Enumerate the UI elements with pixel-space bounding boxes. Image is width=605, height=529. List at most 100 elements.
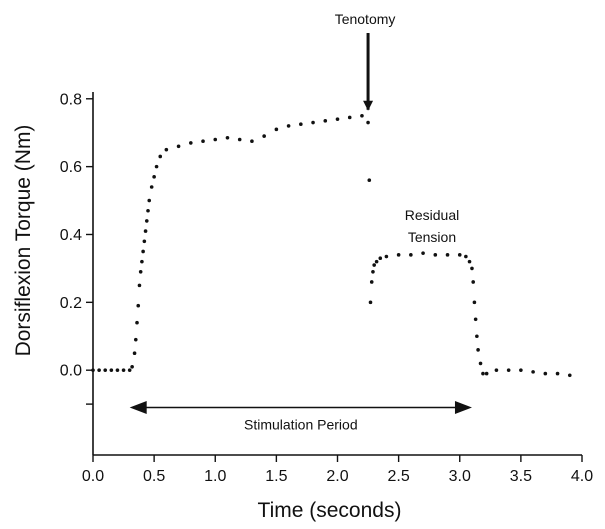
annotations: Tenotomy Residual Tension Stimulation Pe… xyxy=(129,11,472,433)
data-point xyxy=(567,373,572,378)
data-point xyxy=(142,239,147,244)
data-point xyxy=(225,135,230,140)
data-point xyxy=(115,368,120,372)
tenotomy-label: Tenotomy xyxy=(335,11,396,27)
data-point xyxy=(140,259,144,264)
data-point xyxy=(154,164,159,169)
data-point xyxy=(262,134,266,138)
x-tick-label: 1.0 xyxy=(204,468,226,485)
y-tick-label: 0.0 xyxy=(60,363,82,380)
x-ticks: 0.0 0.5 1.0 1.5 2.0 2.5 3.0 3.5 4.0 xyxy=(82,455,593,485)
data-point xyxy=(127,368,132,372)
data-point xyxy=(347,115,352,120)
residual-label-line1: Residual xyxy=(405,207,459,223)
x-tick-label: 0.5 xyxy=(143,468,165,485)
data-point xyxy=(132,351,137,356)
data-point xyxy=(374,259,379,264)
data-point xyxy=(189,141,193,145)
x-tick-label: 2.0 xyxy=(326,468,348,485)
data-point xyxy=(121,368,126,372)
data-point xyxy=(421,251,425,255)
data-point xyxy=(144,219,149,223)
data-point xyxy=(481,371,485,376)
data-point xyxy=(141,249,145,254)
data-point xyxy=(472,300,477,305)
data-point xyxy=(136,303,141,308)
data-point xyxy=(555,371,560,376)
x-axis-label: Time (seconds) xyxy=(258,499,402,522)
data-point xyxy=(158,154,163,159)
stimulation-period-label: Stimulation Period xyxy=(244,417,358,433)
data-point xyxy=(311,120,315,125)
data-point xyxy=(464,254,468,259)
data-point xyxy=(409,253,413,257)
data-point xyxy=(433,253,438,257)
data-point xyxy=(396,253,401,257)
y-tick-label: 0.2 xyxy=(60,295,82,312)
data-point xyxy=(135,320,139,325)
data-point xyxy=(164,147,169,152)
data-point xyxy=(494,368,499,372)
data-point xyxy=(378,256,383,261)
data-point xyxy=(149,185,154,189)
data-point xyxy=(367,178,372,183)
data-point xyxy=(176,144,181,149)
data-point xyxy=(109,368,114,372)
y-tick-label: 0.6 xyxy=(60,159,82,176)
y-tick-label: 0.4 xyxy=(60,227,82,244)
data-point xyxy=(91,368,95,372)
x-tick-label: 2.5 xyxy=(388,468,410,485)
data-point xyxy=(130,364,134,369)
data-point xyxy=(323,119,328,123)
data-point xyxy=(457,253,462,257)
data-point xyxy=(237,137,242,142)
data-point xyxy=(543,371,548,376)
y-axis-label: Dorsiflexion Torque (Nm) xyxy=(12,125,35,357)
data-point xyxy=(103,368,108,372)
x-tick-label: 3.5 xyxy=(510,468,532,485)
data-point xyxy=(138,270,143,274)
data-point xyxy=(360,113,364,118)
stimulation-left-arrowhead xyxy=(129,401,147,415)
data-point xyxy=(368,300,373,305)
axes: 0.0 0.5 1.0 1.5 2.0 2.5 3.0 3.5 4.0 0.0 0.2 0.4 0.6… xyxy=(60,91,593,485)
data-point xyxy=(146,208,150,213)
data-point xyxy=(369,280,374,284)
stimulation-right-arrowhead xyxy=(454,401,472,415)
data-point xyxy=(201,139,205,143)
data-point xyxy=(147,198,152,203)
data-point xyxy=(471,280,475,284)
data-point xyxy=(274,127,279,132)
residual-label-line2: Tension xyxy=(408,229,456,245)
data-point xyxy=(470,266,474,271)
x-tick-label: 0.0 xyxy=(82,468,104,485)
data-point xyxy=(286,124,291,128)
data-point xyxy=(97,368,101,372)
x-tick-label: 1.5 xyxy=(265,468,287,485)
data-point xyxy=(250,139,254,143)
data-point xyxy=(478,361,483,366)
data-point xyxy=(299,122,303,127)
data-point xyxy=(143,229,148,233)
data-point xyxy=(531,370,535,374)
data-point xyxy=(152,175,156,179)
y-ticks: 0.0 0.2 0.4 0.6 0.8 xyxy=(60,91,93,405)
data-point xyxy=(476,348,480,352)
data-point xyxy=(133,337,138,342)
data-point xyxy=(445,253,450,257)
data-point xyxy=(473,317,478,322)
y-tick-label: 0.8 xyxy=(60,91,82,108)
data-point xyxy=(371,270,375,274)
data-point xyxy=(384,254,389,259)
data-point xyxy=(137,283,142,288)
data-point xyxy=(467,259,472,264)
x-tick-label: 4.0 xyxy=(571,468,593,485)
data-point xyxy=(372,263,376,267)
data-point xyxy=(335,117,340,121)
x-tick-label: 3.0 xyxy=(449,468,471,485)
data-point xyxy=(484,371,489,376)
data-point xyxy=(506,368,511,372)
data-point xyxy=(519,368,523,372)
data-point xyxy=(213,137,218,142)
